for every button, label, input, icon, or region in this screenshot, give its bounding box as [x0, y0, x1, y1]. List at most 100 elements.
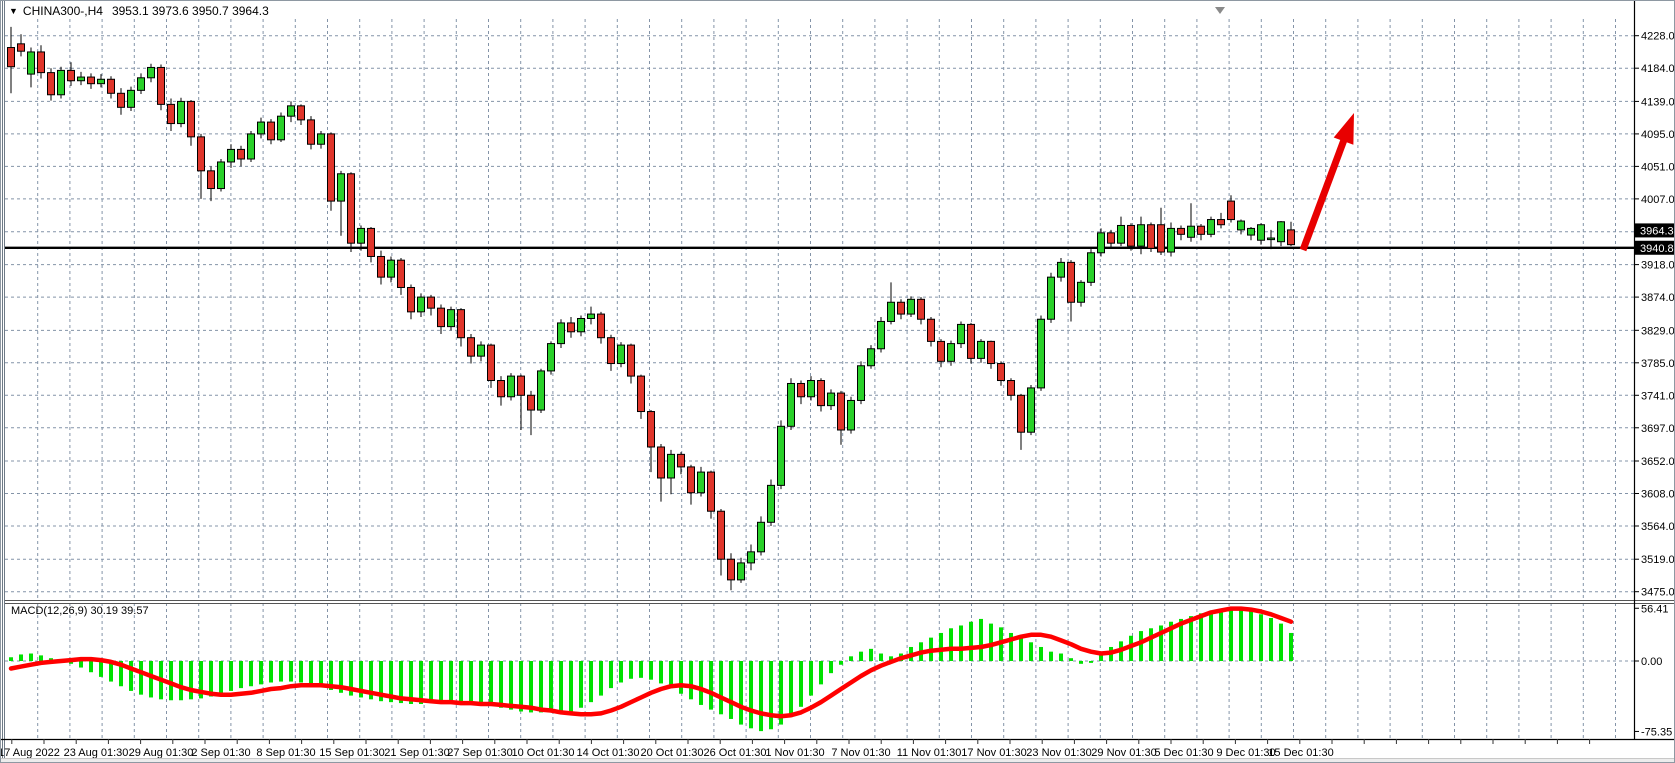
candle: [977, 340, 985, 359]
candle: [777, 425, 785, 486]
macd-bar: [399, 661, 403, 704]
macd-bar: [1139, 631, 1143, 661]
candle: [207, 170, 215, 190]
macd-bar: [479, 661, 483, 705]
macd-bar: [299, 661, 303, 683]
candle: [997, 363, 1005, 382]
candle: [1017, 394, 1025, 433]
macd-bar: [509, 661, 513, 710]
candle: [677, 453, 685, 468]
candle: [517, 375, 525, 396]
candle: [1237, 220, 1245, 231]
candle: [387, 259, 395, 278]
macd-bar: [1039, 646, 1043, 661]
macd-bar: [1179, 618, 1183, 661]
macd-bar: [1059, 653, 1063, 661]
macd-indicator-label: MACD(12,26,9) 30.19 39.57: [11, 605, 149, 617]
macd-bar: [419, 661, 423, 705]
macd-bar: [519, 661, 523, 712]
candle: [187, 100, 195, 138]
candle: [1127, 224, 1135, 247]
macd-bar: [39, 655, 43, 661]
candle: [877, 320, 885, 350]
macd-bar: [839, 661, 843, 665]
macd-bar: [1199, 613, 1203, 661]
candle: [1087, 252, 1095, 283]
macd-bar: [369, 661, 373, 700]
candle: [837, 392, 845, 431]
macd-bar: [1099, 653, 1103, 661]
candle: [97, 78, 105, 85]
chart-shift-marker[interactable]: [1215, 7, 1225, 14]
candle: [1287, 229, 1295, 246]
candle: [137, 77, 145, 91]
candle: [1267, 237, 1275, 241]
macd-bar: [439, 661, 443, 704]
candle: [967, 323, 975, 359]
candle: [767, 484, 775, 523]
candle: [427, 296, 435, 309]
macd-bar: [809, 661, 813, 696]
candle: [987, 340, 995, 365]
macd-bar: [319, 661, 323, 688]
macd-bar: [209, 661, 213, 697]
candle: [227, 148, 235, 163]
candle: [847, 399, 855, 431]
macd-bar: [379, 661, 383, 702]
candle: [117, 92, 125, 108]
time-axis-label: 23 Nov 01:30: [1026, 747, 1091, 759]
candle: [1117, 224, 1125, 244]
candle: [817, 380, 825, 407]
candle: [707, 471, 715, 512]
candle: [407, 286, 415, 313]
candle: [1037, 318, 1045, 389]
macd-bar: [1279, 623, 1283, 661]
macd-bar: [719, 661, 723, 715]
macd-bar: [739, 661, 743, 725]
time-axis-label: 29 Nov 01:30: [1091, 747, 1156, 759]
macd-bar: [659, 661, 663, 684]
candle: [247, 133, 255, 160]
candle: [757, 521, 765, 553]
macd-bar: [949, 628, 953, 661]
macd-bar: [779, 661, 783, 725]
time-axis-label: 14 Oct 01:30: [577, 747, 640, 759]
candle: [487, 344, 495, 382]
macd-axis-label: 56.41: [1641, 603, 1669, 615]
macd-bar: [799, 661, 803, 707]
macd-bar: [749, 661, 753, 729]
candle: [377, 255, 385, 278]
macd-bar: [109, 661, 113, 682]
macd-bar: [249, 661, 253, 687]
price-axis-label: 3475.0: [1641, 587, 1675, 599]
macd-bar: [619, 661, 623, 683]
macd-bar: [269, 661, 273, 683]
macd-histogram: [9, 608, 1293, 732]
price-axis-label: 3785.0: [1641, 358, 1675, 370]
macd-bar: [579, 661, 583, 708]
candle: [577, 317, 585, 333]
macd-bar: [339, 661, 343, 693]
ohlc-quote-label: 3953.1 3973.6 3950.7 3964.3: [111, 4, 269, 18]
time-axis-label: 27 Sep 01:30: [447, 747, 512, 759]
candle: [647, 411, 655, 448]
macd-bar: [1149, 628, 1153, 661]
price-axis-label: 4051.0: [1641, 161, 1675, 173]
candle: [147, 66, 155, 79]
macd-bar: [389, 661, 393, 703]
trend-arrow-annotation[interactable]: [1299, 113, 1354, 252]
candle: [1057, 261, 1065, 278]
candle: [557, 322, 565, 345]
macd-bar: [349, 661, 353, 696]
symbol-dropdown-icon[interactable]: ▼: [9, 6, 18, 16]
price-axis-label: 4184.0: [1641, 63, 1675, 75]
candle: [367, 227, 375, 257]
candle: [257, 121, 265, 135]
macd-bar: [119, 661, 123, 687]
candle: [1027, 387, 1035, 433]
time-axis-label: 20 Oct 01:30: [641, 747, 704, 759]
candle: [897, 301, 905, 315]
macd-bar: [569, 661, 573, 715]
candle: [477, 344, 485, 357]
